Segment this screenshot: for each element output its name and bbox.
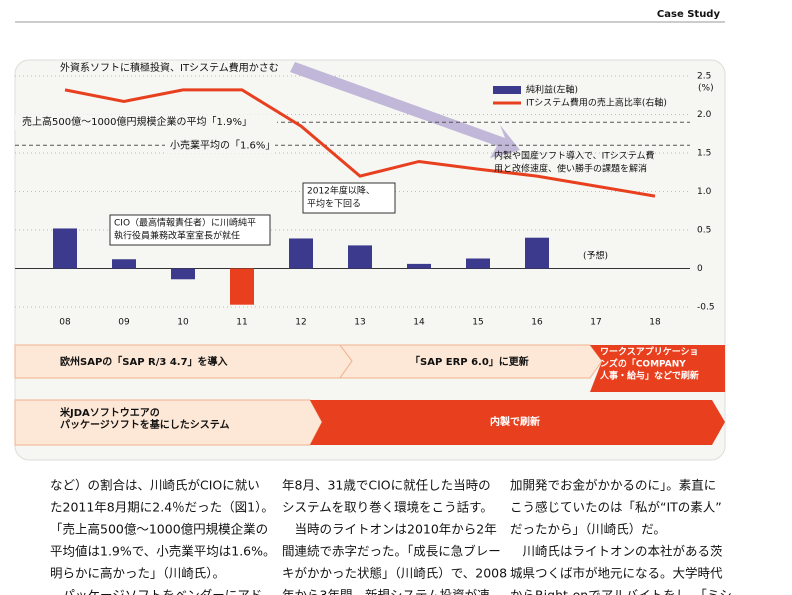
body-text: 城県つくば市が地元になる。大学時代	[510, 566, 723, 581]
timeline-label: ンズの「COMPANY	[600, 358, 686, 370]
legend-label: 純利益(左軸)	[526, 84, 578, 96]
annotation: 内製や国産ソフト導入で、ITシステム費	[494, 150, 655, 162]
body-text: 明らかに高かった」（川崎氏）。	[50, 566, 225, 581]
body-text: 川崎氏はライトオンの本社がある茨	[510, 544, 723, 559]
y2-tick-label: 1.0	[697, 187, 712, 197]
timeline-label: 内製で刷新	[490, 415, 540, 428]
forecast-label: (予想)	[583, 250, 608, 262]
y2-tick-label: 1.5	[697, 149, 711, 159]
chart-title: 外資系ソフトに積極投資、ITシステム費用かさむ	[60, 61, 279, 74]
annotation: 2012年度以降、	[307, 185, 375, 197]
timeline-label: 人事・給与」などで刷新	[599, 370, 699, 382]
timeline-step	[310, 400, 725, 445]
y2-tick-label: -0.5	[697, 303, 715, 313]
x-tick-label: 14	[413, 318, 425, 328]
x-tick-label: 16	[531, 318, 543, 328]
x-tick-label: 12	[295, 318, 306, 328]
body-text: 当時のライトオンは2010年から2年	[282, 522, 497, 537]
legend-swatch	[493, 86, 521, 94]
annotation-box	[109, 214, 271, 246]
annotation-box	[302, 182, 396, 214]
timeline-label: 米JDAソフトウエアの	[60, 406, 160, 419]
x-tick-label: 09	[118, 318, 130, 328]
bar	[348, 245, 372, 269]
reference-label-bg	[165, 137, 275, 154]
bar	[407, 263, 431, 269]
y2-tick-label: 0.5	[697, 226, 711, 236]
x-tick-label: 10	[177, 318, 189, 328]
y2-axis-label: (%)	[698, 84, 714, 94]
header: Case Study	[657, 9, 721, 20]
body-text: システムを取り巻く環境をこう話す。	[282, 500, 493, 515]
x-tick-label: 11	[236, 318, 247, 328]
bar	[289, 238, 313, 269]
bar	[53, 228, 77, 269]
bar	[230, 268, 254, 305]
body-text: からRight-onでアルバイトをし、「ミシ	[510, 588, 732, 595]
y2-tick-label: 2.5	[697, 72, 711, 82]
timeline-label: パッケージソフトを基にしたシステム	[60, 418, 230, 431]
x-tick-label: 13	[354, 318, 365, 328]
reference-label: 小売業平均の「1.6%」	[170, 138, 275, 151]
bar	[171, 268, 195, 280]
reference-label: 売上高500億～1000億円規模企業の平均「1.9%」	[22, 115, 252, 128]
bar	[466, 258, 490, 269]
x-tick-label: 18	[649, 318, 661, 328]
body-text: パッケージソフトをベンダーにアド	[50, 588, 262, 595]
body-text: など）の割合は、川崎氏がCIOに就い	[50, 478, 260, 493]
annotation: 用と改修速度、使い勝手の課題を解消	[494, 163, 647, 175]
annotation: 平均を下回る	[307, 198, 361, 210]
x-tick-label: 08	[59, 318, 71, 328]
y2-tick-label: 0	[697, 264, 703, 274]
trend-arrow	[290, 62, 520, 158]
timeline-label: 「SAP ERP 6.0」に更新	[410, 355, 529, 368]
annotation: 執行役員兼務改革室室長が就任	[114, 230, 240, 242]
body-text: 間連続で赤字だった。「成長に急ブレー	[282, 544, 501, 559]
timeline-label: 欧州SAPの「SAP R/3 4.7」を導入	[60, 355, 228, 368]
body-text: だったから」（川崎氏）だ。	[510, 522, 666, 537]
x-tick-label: 15	[472, 318, 483, 328]
legend-label: ITシステム費用の売上高比率(右軸)	[526, 97, 667, 109]
body-text: 「売上高500億～1000億円規模企業の	[50, 522, 268, 537]
reference-label-bg	[15, 114, 277, 131]
body-text: 年から3年間、新規システム投資が凍	[282, 588, 490, 595]
timeline-step	[590, 345, 725, 392]
body-text: キがかかった状態」（川崎氏）で、2008	[282, 566, 507, 581]
body-text: 年8月、31歳でCIOに就任した当時の	[282, 478, 491, 493]
body-text: 加開発でお金がかかるのに」。素直に	[510, 478, 716, 493]
line-series	[64, 88, 656, 198]
body-text: こう感じていたのは「私が“ITの素人”	[510, 500, 722, 515]
body-text: た2011年8月期に2.4％だった（図1）。	[50, 500, 274, 515]
annotation: CIO（最高情報責任者）に川崎純平	[114, 217, 256, 229]
y2-tick-label: 2.0	[697, 110, 712, 120]
bar	[112, 259, 136, 269]
body-text: 平均値は1.9%で、小売業平均は1.6%。	[50, 544, 276, 559]
x-tick-label: 17	[590, 318, 601, 328]
bar	[525, 237, 549, 269]
timeline-label: ワークスアプリケーショ	[600, 346, 699, 358]
